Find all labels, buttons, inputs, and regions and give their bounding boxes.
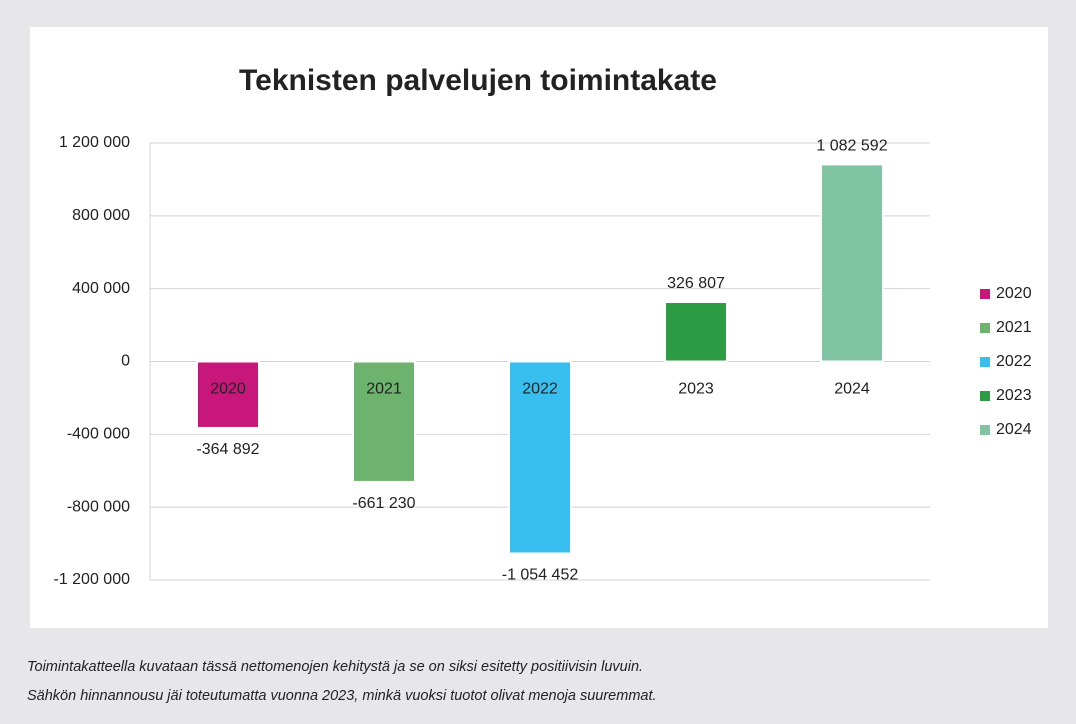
- x-tick-label: 2022: [522, 381, 558, 398]
- y-tick-label: 800 000: [72, 207, 130, 224]
- note: Toimintakatteella kuvataan tässä nettome…: [27, 659, 644, 675]
- legend-label: 2024: [996, 421, 1032, 438]
- chart-card: Teknisten palvelujen toimintakate -1 200…: [30, 27, 1048, 628]
- bar: [352, 360, 416, 483]
- legend-swatch: [980, 357, 990, 367]
- y-tick-label: -1 200 000: [53, 571, 130, 588]
- bar: [508, 360, 572, 555]
- legend-swatch: [980, 425, 990, 435]
- legend-label: 2023: [996, 387, 1032, 404]
- data-label: -661 230: [352, 495, 415, 512]
- legend-swatch: [980, 391, 990, 401]
- y-tick-label: 400 000: [72, 280, 130, 297]
- data-label: -1 054 452: [502, 567, 579, 584]
- note: Sähkön hinnannousu jäi toteutumatta vuon…: [27, 688, 657, 704]
- legend-label: 2022: [996, 353, 1032, 370]
- legend-swatch: [980, 289, 990, 299]
- y-tick-label: -800 000: [67, 498, 130, 515]
- y-tick-label: 1 200 000: [59, 134, 130, 151]
- x-tick-label: 2021: [366, 381, 402, 398]
- data-label: -364 892: [196, 441, 259, 458]
- chart: Teknisten palvelujen toimintakate -1 200…: [53, 64, 1032, 588]
- data-label: 326 807: [667, 275, 725, 292]
- y-tick-label: -400 000: [67, 426, 130, 443]
- chart-title: Teknisten palvelujen toimintakate: [239, 64, 717, 97]
- bar: [196, 360, 260, 429]
- bar: [820, 163, 884, 363]
- y-tick-label: 0: [121, 353, 130, 370]
- legend-label: 2020: [996, 285, 1032, 302]
- x-tick-label: 2024: [834, 381, 870, 398]
- legend-label: 2021: [996, 319, 1032, 336]
- x-tick-label: 2020: [210, 381, 246, 398]
- x-tick-label: 2023: [678, 381, 714, 398]
- data-label: 1 082 592: [816, 138, 887, 155]
- legend-swatch: [980, 323, 990, 333]
- bar: [664, 300, 728, 363]
